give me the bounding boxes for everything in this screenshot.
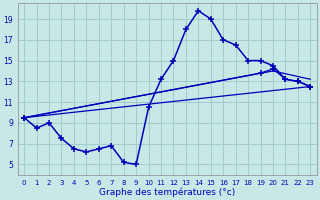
X-axis label: Graphe des températures (°c): Graphe des températures (°c) [99,187,236,197]
